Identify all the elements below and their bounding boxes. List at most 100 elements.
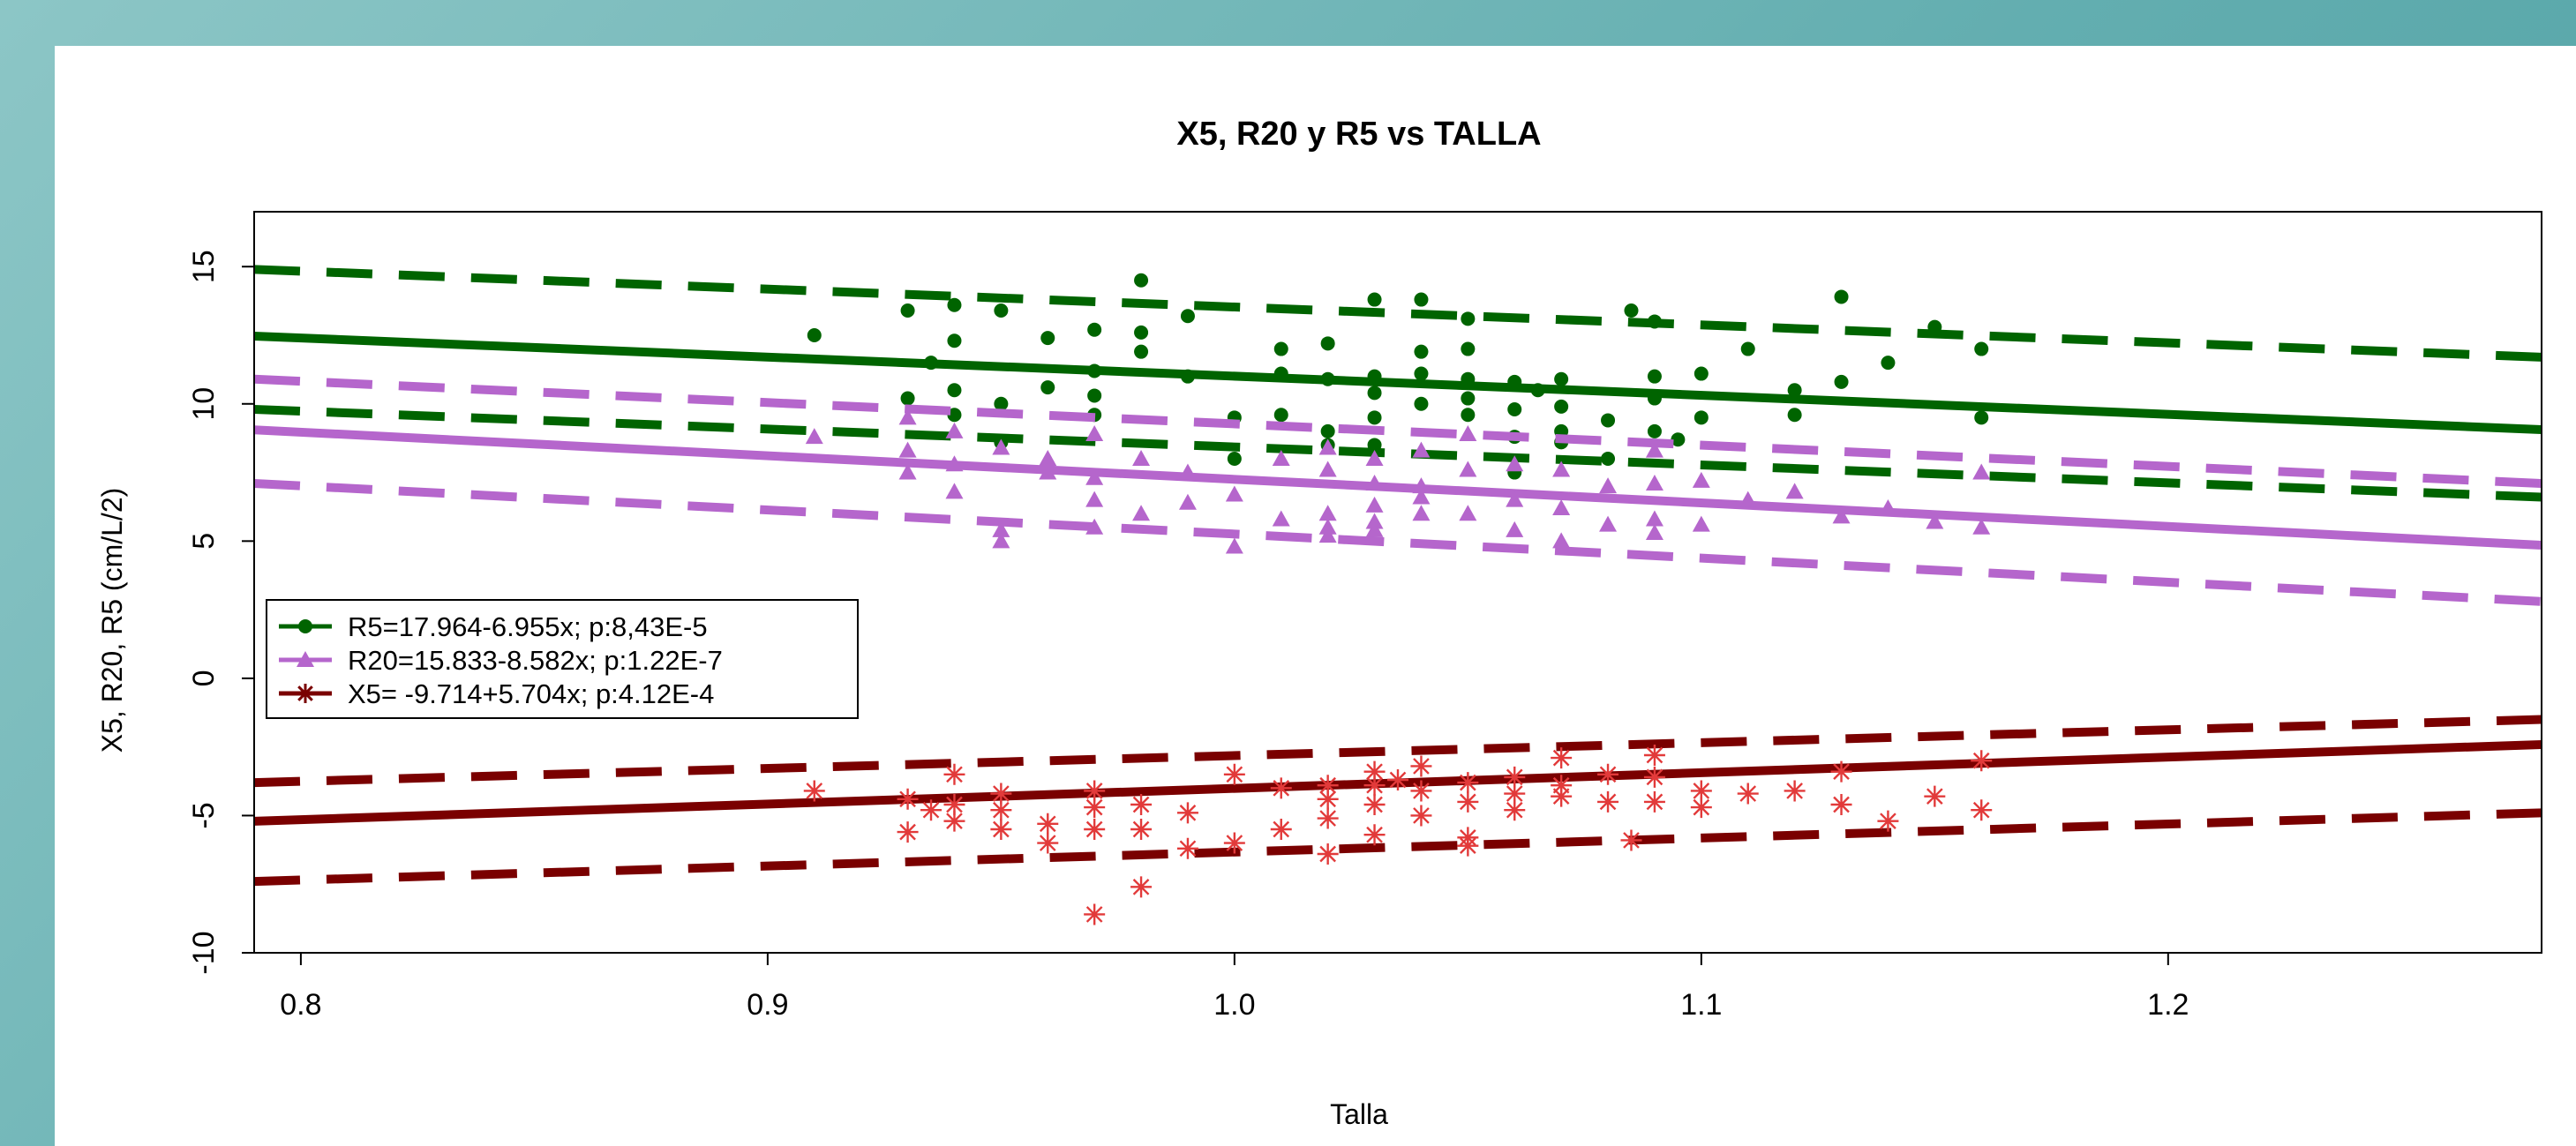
data-point-1-25 — [1318, 461, 1337, 477]
data-point-2-42 — [1504, 783, 1526, 805]
data-point-1-4 — [945, 422, 964, 438]
data-point-2-19 — [1176, 802, 1198, 824]
data-point-0-56 — [1624, 303, 1639, 318]
data-point-2-32 — [1363, 824, 1386, 846]
series-1 — [254, 374, 2542, 606]
data-point-2-46 — [1551, 785, 1573, 807]
data-point-2-20 — [1176, 837, 1198, 859]
data-point-1-48 — [1599, 515, 1618, 532]
data-point-2-7 — [990, 783, 1012, 805]
data-point-2-2 — [897, 821, 919, 843]
data-point-1-5 — [945, 455, 964, 472]
data-point-1-43 — [1506, 521, 1524, 537]
data-point-1-45 — [1552, 499, 1571, 515]
data-point-0-51 — [1554, 399, 1569, 414]
data-point-2-58 — [1830, 794, 1852, 815]
data-point-2-21 — [1223, 763, 1245, 785]
data-point-2-27 — [1317, 807, 1339, 829]
data-point-1-32 — [1365, 513, 1384, 529]
plot-content — [254, 265, 2542, 925]
data-point-0-5 — [947, 333, 962, 348]
data-point-0-72 — [1974, 410, 1989, 425]
data-point-2-29 — [1363, 760, 1386, 783]
data-point-1-1 — [898, 408, 917, 425]
data-point-1-58 — [1879, 499, 1897, 515]
data-point-1-35 — [1412, 477, 1431, 494]
data-point-0-4 — [947, 297, 962, 312]
data-point-0-32 — [1367, 369, 1382, 384]
data-point-0-61 — [1671, 432, 1686, 447]
data-point-2-16 — [1130, 794, 1153, 815]
data-point-0-6 — [947, 383, 962, 398]
chart-title: X5, R20 y R5 vs TALLA — [1176, 116, 1541, 153]
data-point-1-50 — [1645, 475, 1664, 491]
data-point-1-38 — [1459, 425, 1477, 441]
legend-marker-2 — [296, 684, 315, 703]
y-tick-label-2: 0 — [187, 670, 221, 686]
chart-frame: X5, R20 y R5 vs TALLA Talla X5, R20, R5 … — [55, 46, 2576, 1146]
data-point-0-50 — [1554, 371, 1569, 386]
ci-lower-line-2 — [254, 808, 2542, 887]
data-point-0-25 — [1273, 366, 1288, 381]
data-point-0-9 — [994, 396, 1009, 411]
data-point-2-35 — [1410, 780, 1432, 802]
data-point-0-38 — [1414, 366, 1429, 381]
data-point-1-55 — [1739, 491, 1757, 507]
data-point-1-29 — [1365, 450, 1384, 466]
data-point-0-17 — [1134, 273, 1149, 288]
data-point-0-33 — [1367, 386, 1382, 401]
data-point-2-11 — [1037, 832, 1059, 854]
legend-box — [266, 599, 859, 719]
legend-label-2: X5= -9.714+5.704x; p:4.12E-4 — [348, 678, 714, 709]
data-point-0-58 — [1647, 369, 1662, 384]
data-point-2-17 — [1130, 819, 1153, 840]
data-point-1-19 — [1178, 493, 1197, 510]
data-point-2-10 — [1037, 813, 1059, 835]
data-point-1-33 — [1365, 521, 1384, 537]
data-point-2-36 — [1410, 805, 1432, 827]
data-point-2-9 — [990, 819, 1012, 840]
data-point-1-59 — [1926, 513, 1944, 529]
regression-line-0 — [254, 331, 2542, 434]
data-point-1-3 — [898, 463, 917, 480]
data-point-1-7 — [992, 438, 1010, 455]
data-point-1-51 — [1645, 510, 1664, 527]
data-point-1-56 — [1785, 483, 1804, 499]
data-point-0-7 — [947, 408, 962, 423]
data-point-1-22 — [1272, 450, 1290, 466]
data-point-0-21 — [1180, 369, 1195, 384]
series-0 — [254, 265, 2542, 502]
data-point-1-15 — [1085, 518, 1104, 535]
data-point-2-54 — [1690, 797, 1712, 819]
data-point-0-40 — [1461, 311, 1476, 326]
data-point-1-37 — [1412, 505, 1431, 521]
data-point-2-56 — [1784, 780, 1806, 802]
y-tick-label-4: 10 — [187, 387, 221, 421]
regression-line-1 — [254, 425, 2542, 551]
data-point-0-67 — [1834, 289, 1849, 304]
data-point-1-13 — [1085, 468, 1104, 485]
data-point-0-63 — [1694, 410, 1709, 425]
data-point-1-14 — [1085, 491, 1104, 507]
data-point-2-18 — [1130, 876, 1153, 898]
x-tick-label-4: 1.2 — [2147, 988, 2189, 1022]
data-point-0-14 — [1087, 363, 1102, 378]
x-tick-label-0: 0.8 — [280, 988, 321, 1022]
data-point-0-39 — [1414, 396, 1429, 411]
y-tick-label-5: 15 — [187, 250, 221, 283]
data-point-2-5 — [943, 794, 965, 815]
data-point-1-61 — [1972, 518, 1991, 535]
data-point-0-45 — [1507, 374, 1522, 389]
data-point-2-49 — [1620, 829, 1642, 851]
y-tick-label-1: -5 — [187, 802, 221, 828]
data-point-2-8 — [990, 799, 1012, 821]
data-point-0-37 — [1414, 344, 1429, 359]
data-point-1-20 — [1225, 537, 1243, 554]
data-point-0-57 — [1647, 314, 1662, 329]
data-point-0-8 — [994, 303, 1009, 318]
data-point-0-15 — [1087, 388, 1102, 403]
data-point-0-44 — [1461, 408, 1476, 423]
data-point-1-46 — [1552, 532, 1571, 549]
data-point-0-70 — [1927, 319, 1942, 334]
data-point-0-42 — [1461, 371, 1476, 386]
